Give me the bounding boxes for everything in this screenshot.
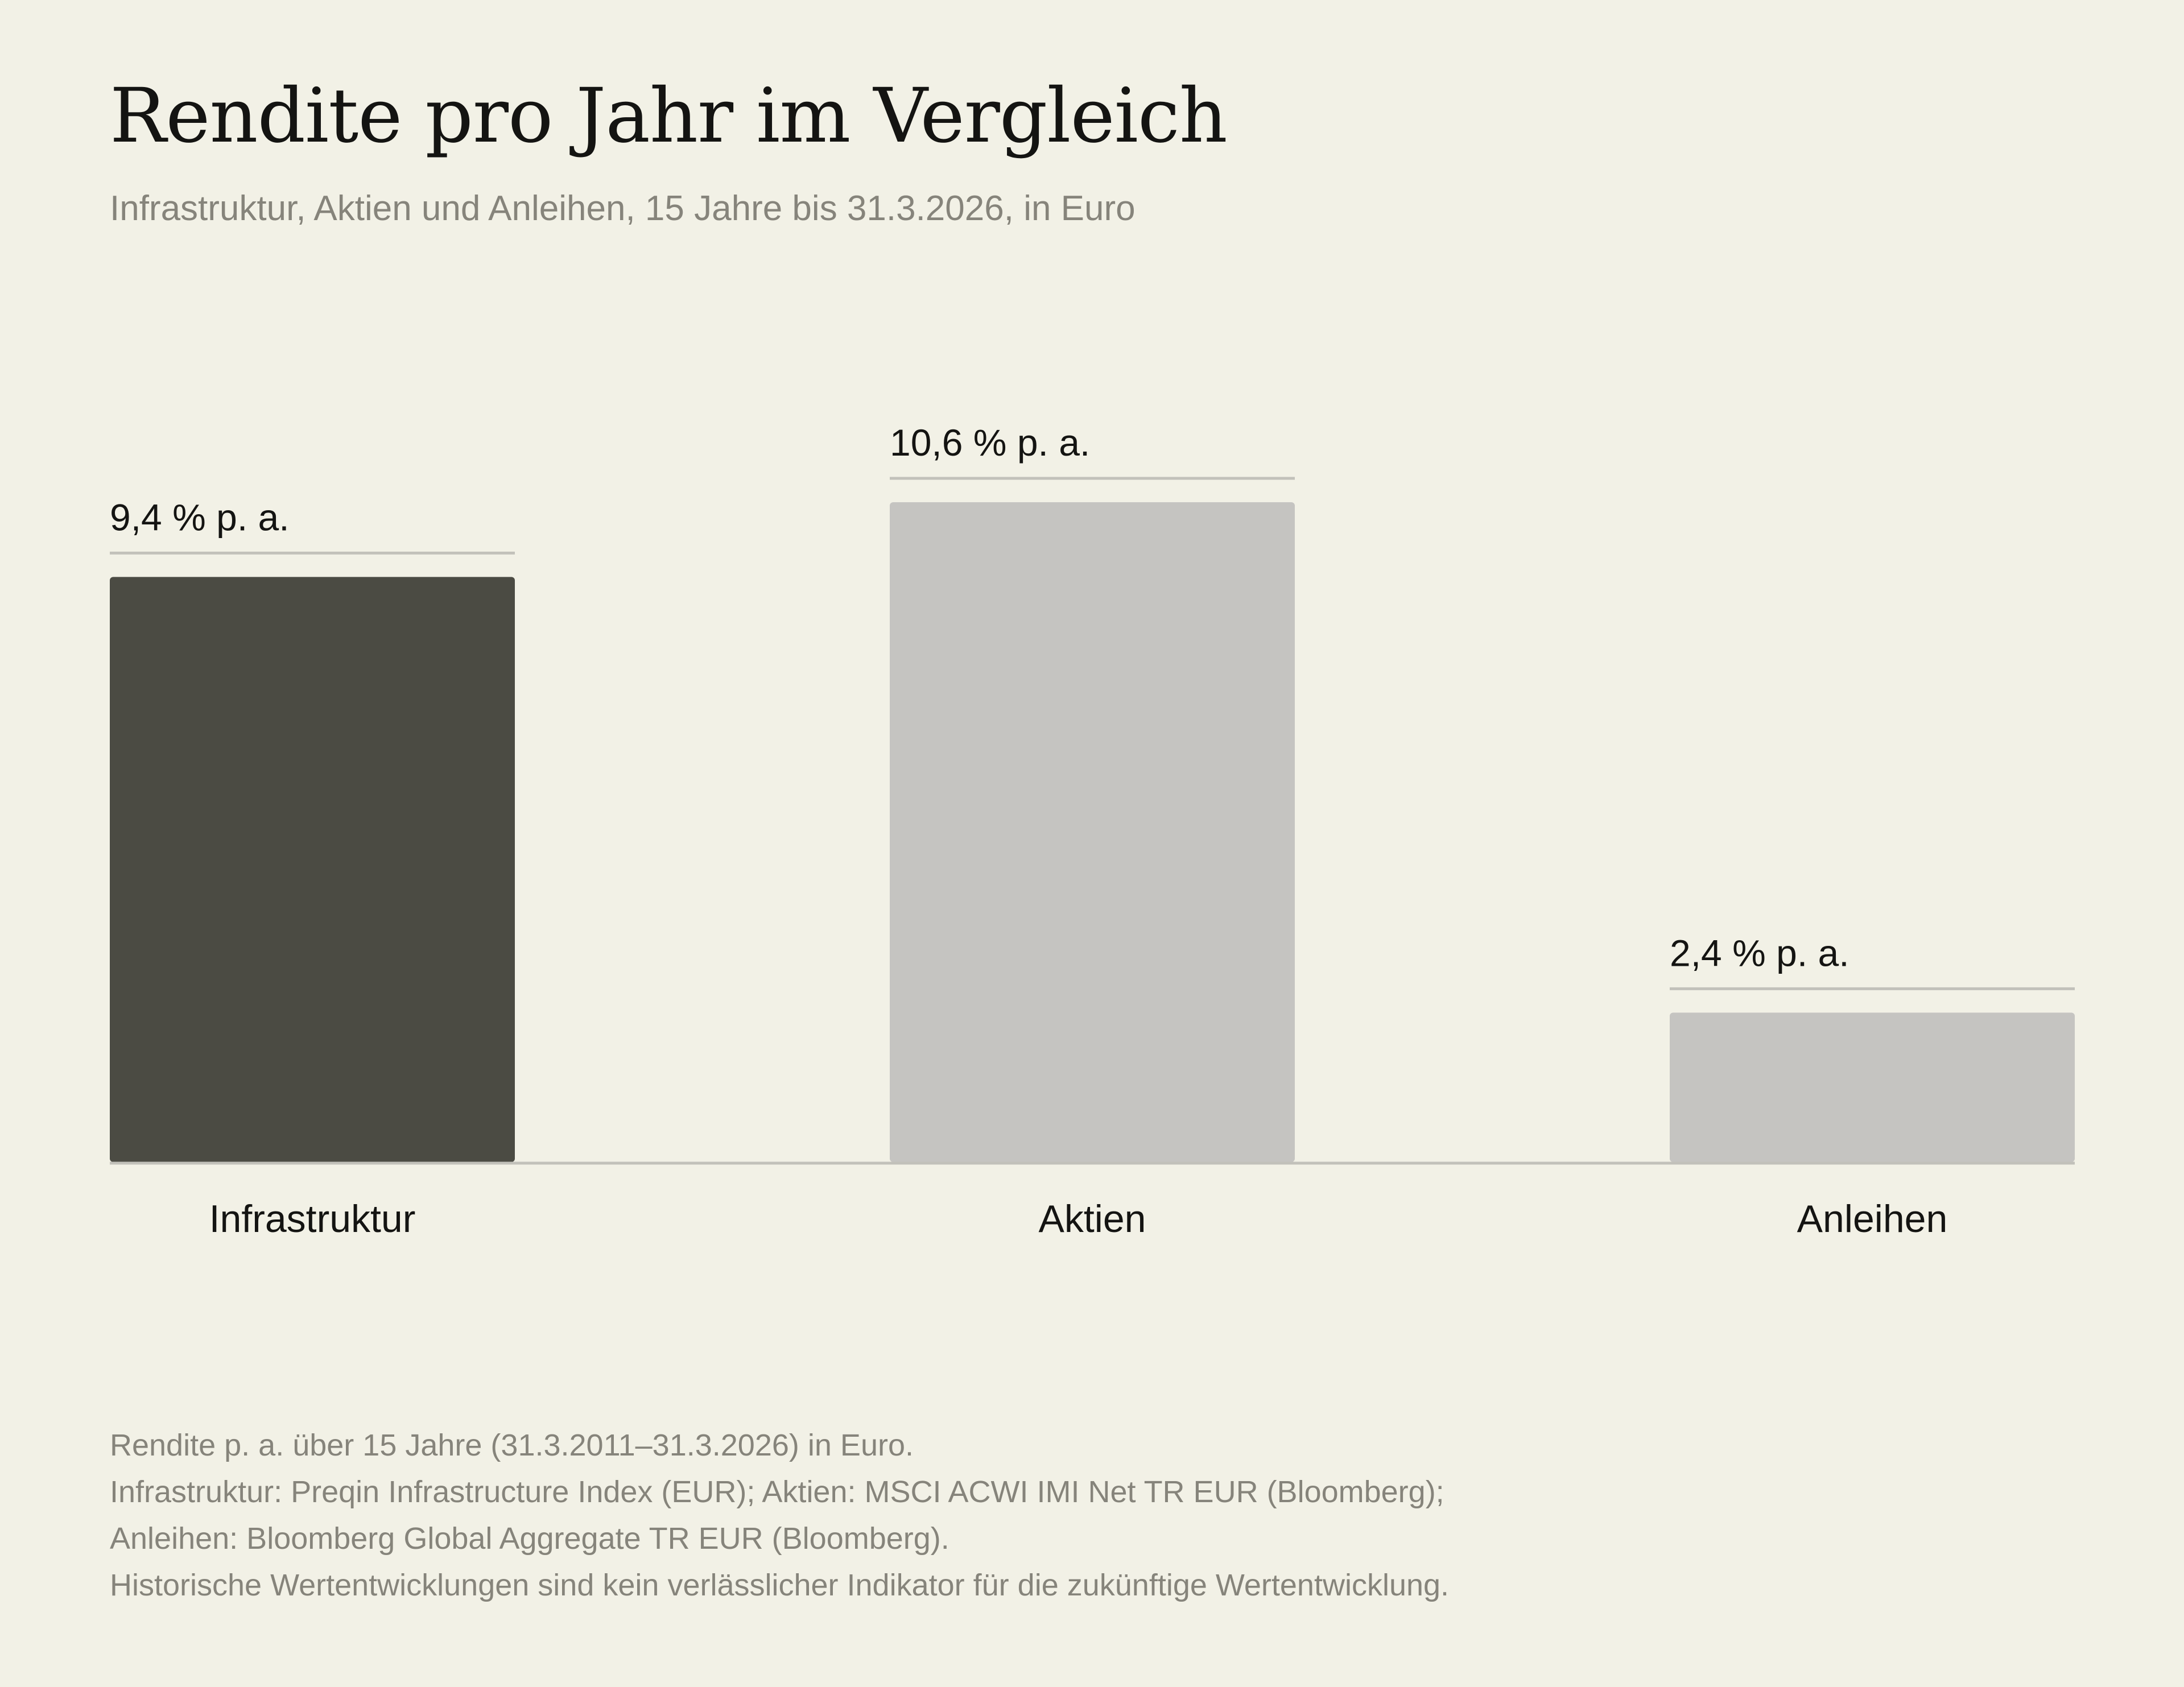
value-label: 10,6 % p. a. [890,421,1090,464]
category-label: Anleihen [1797,1197,1948,1241]
chart-title: Rendite pro Jahr im Vergleich [110,72,1228,160]
bar-chart: 9,4 % p. a. Infrastruktur 10,6 % p. a. Akti… [110,421,2075,1241]
category-label: Infrastruktur [209,1197,416,1241]
footnotes: Rendite p. a. über 15 Jahre (31.3.2011–3… [110,1422,1449,1609]
chart-subtitle: Infrastruktur, Aktien und Anleihen, 15 J… [110,189,1136,228]
footnote-line: Infrastruktur: Preqin Infrastructure Ind… [110,1475,1444,1509]
bar-infrastruktur [110,577,515,1162]
footnote-line: Rendite p. a. über 15 Jahre (31.3.2011–3… [110,1428,914,1462]
bar-anleihen [1670,1012,2075,1162]
bar-aktien [890,502,1295,1162]
footnote-line: Anleihen: Bloomberg Global Aggregate TR … [110,1521,949,1556]
footnote-line: Historische Wertentwicklungen sind kein … [110,1568,1450,1602]
category-label: Aktien [1039,1197,1146,1241]
value-label: 9,4 % p. a. [110,496,290,538]
value-label: 2,4 % p. a. [1670,932,1849,974]
